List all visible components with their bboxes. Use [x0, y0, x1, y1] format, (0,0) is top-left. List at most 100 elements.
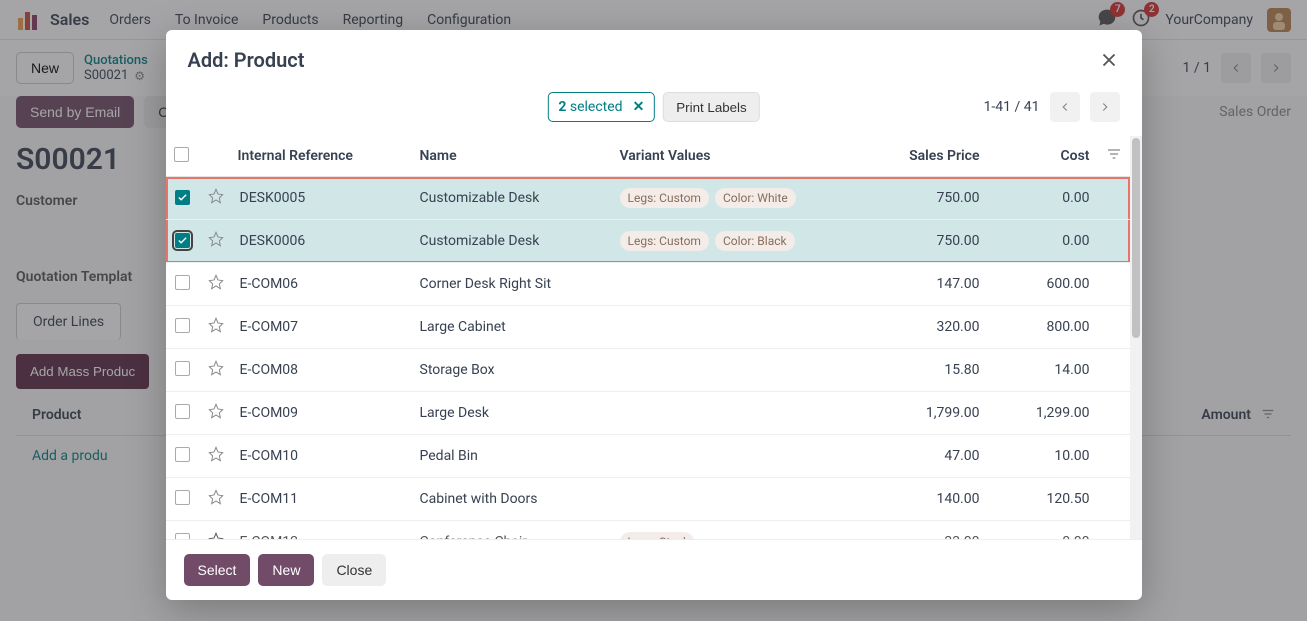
cell-variants [612, 478, 858, 521]
cell-price: 47.00 [858, 435, 988, 478]
cell-ref: DESK0005 [232, 177, 412, 220]
star-icon[interactable] [200, 220, 232, 263]
print-labels-button[interactable]: Print Labels [663, 92, 759, 122]
row-checkbox[interactable] [175, 233, 190, 248]
col-sales-price[interactable]: Sales Price [858, 136, 988, 177]
cell-price: 750.00 [858, 220, 988, 263]
modal-pager-next[interactable] [1090, 92, 1120, 122]
cell-ref: E-COM11 [232, 478, 412, 521]
cell-name: Large Cabinet [412, 306, 612, 349]
cell-cost: 0.00 [988, 220, 1098, 263]
star-icon[interactable] [200, 435, 232, 478]
cell-ref: E-COM08 [232, 349, 412, 392]
modal-pager-text: 1-41 / 41 [984, 99, 1040, 115]
cell-ref: E-COM07 [232, 306, 412, 349]
star-icon[interactable] [200, 306, 232, 349]
scrollbar[interactable] [1130, 136, 1142, 539]
table-row[interactable]: E-COM07Large Cabinet 320.00800.00 [166, 306, 1130, 349]
cell-cost: 10.00 [988, 435, 1098, 478]
cell-price: 15.80 [858, 349, 988, 392]
row-checkbox[interactable] [175, 361, 190, 376]
selected-count: 2 [558, 99, 566, 115]
star-icon[interactable] [200, 177, 232, 220]
cell-price: 147.00 [858, 263, 988, 306]
table-row[interactable]: DESK0005Customizable Desk Legs: Custom Col… [166, 177, 1130, 220]
row-checkbox[interactable] [175, 447, 190, 462]
product-table: Internal Reference Name Variant Values S… [166, 136, 1130, 539]
scrollbar-thumb[interactable] [1132, 138, 1140, 338]
cell-ref: E-COM12 [232, 521, 412, 540]
cell-name: Customizable Desk [412, 177, 612, 220]
cell-name: Large Desk [412, 392, 612, 435]
close-button[interactable]: Close [322, 554, 386, 586]
cell-cost: 0.00 [988, 521, 1098, 540]
variant-tag: Color: Black [715, 231, 795, 251]
row-checkbox[interactable] [175, 404, 190, 419]
star-icon[interactable] [200, 521, 232, 540]
cell-name: Storage Box [412, 349, 612, 392]
cell-cost: 120.50 [988, 478, 1098, 521]
new-product-button[interactable]: New [258, 554, 314, 586]
col-variant-values[interactable]: Variant Values [612, 136, 858, 177]
table-settings-icon[interactable] [1098, 136, 1130, 177]
modal-title: Add: Product [188, 48, 305, 72]
row-checkbox[interactable] [175, 190, 190, 205]
row-checkbox[interactable] [175, 490, 190, 505]
cell-name: Cabinet with Doors [412, 478, 612, 521]
table-row[interactable]: E-COM10Pedal Bin 47.0010.00 [166, 435, 1130, 478]
row-checkbox[interactable] [175, 533, 190, 540]
row-checkbox[interactable] [175, 275, 190, 290]
row-checkbox[interactable] [175, 318, 190, 333]
table-row[interactable]: E-COM09Large Desk 1,799.001,299.00 [166, 392, 1130, 435]
col-cost[interactable]: Cost [988, 136, 1098, 177]
cell-name: Conference Chair [412, 521, 612, 540]
cell-ref: E-COM10 [232, 435, 412, 478]
cell-price: 750.00 [858, 177, 988, 220]
table-row[interactable]: E-COM12Conference Chair Legs: Steel 33.000… [166, 521, 1130, 540]
selected-chip: 2 selected ✕ [547, 92, 655, 122]
cell-variants [612, 306, 858, 349]
cell-price: 320.00 [858, 306, 988, 349]
cell-ref: E-COM09 [232, 392, 412, 435]
select-button[interactable]: Select [184, 554, 251, 586]
cell-variants [612, 349, 858, 392]
modal-pager-prev[interactable] [1050, 92, 1080, 122]
cell-name: Corner Desk Right Sit [412, 263, 612, 306]
cell-name: Customizable Desk [412, 220, 612, 263]
cell-variants: Legs: Steel [612, 521, 858, 540]
cell-variants: Legs: Custom Color: Black [612, 220, 858, 263]
select-all-checkbox[interactable] [174, 147, 189, 162]
cell-variants: Legs: Custom Color: White [612, 177, 858, 220]
cell-variants [612, 435, 858, 478]
selected-label: selected [570, 99, 623, 115]
star-icon[interactable] [200, 349, 232, 392]
table-row[interactable]: E-COM06Corner Desk Right Sit147.00600.00 [166, 263, 1130, 306]
table-row[interactable]: E-COM11Cabinet with Doors 140.00120.50 [166, 478, 1130, 521]
cell-variants [612, 392, 858, 435]
variant-tag: Legs: Custom [620, 188, 709, 208]
add-product-modal: Add: Product 2 selected ✕ Print Labels 1… [166, 30, 1142, 600]
cell-cost: 1,299.00 [988, 392, 1098, 435]
cell-name: Pedal Bin [412, 435, 612, 478]
variant-tag: Color: White [715, 188, 796, 208]
cell-ref: DESK0006 [232, 220, 412, 263]
close-icon[interactable] [1098, 49, 1120, 71]
star-icon[interactable] [200, 392, 232, 435]
variant-tag: Legs: Custom [620, 231, 709, 251]
col-name[interactable]: Name [412, 136, 612, 177]
cell-cost: 600.00 [988, 263, 1098, 306]
cell-variants [612, 263, 858, 306]
col-internal-reference[interactable]: Internal Reference [232, 136, 412, 177]
cell-price: 140.00 [858, 478, 988, 521]
star-icon[interactable] [200, 478, 232, 521]
table-row[interactable]: E-COM08Storage Box15.8014.00 [166, 349, 1130, 392]
modal-backdrop: Add: Product 2 selected ✕ Print Labels 1… [0, 0, 1307, 621]
cell-price: 33.00 [858, 521, 988, 540]
clear-selection-icon[interactable]: ✕ [633, 99, 645, 115]
cell-price: 1,799.00 [858, 392, 988, 435]
cell-cost: 0.00 [988, 177, 1098, 220]
table-row[interactable]: DESK0006Customizable Desk Legs: Custom Col… [166, 220, 1130, 263]
star-icon[interactable] [200, 263, 232, 306]
variant-tag: Legs: Steel [620, 532, 694, 539]
cell-cost: 800.00 [988, 306, 1098, 349]
